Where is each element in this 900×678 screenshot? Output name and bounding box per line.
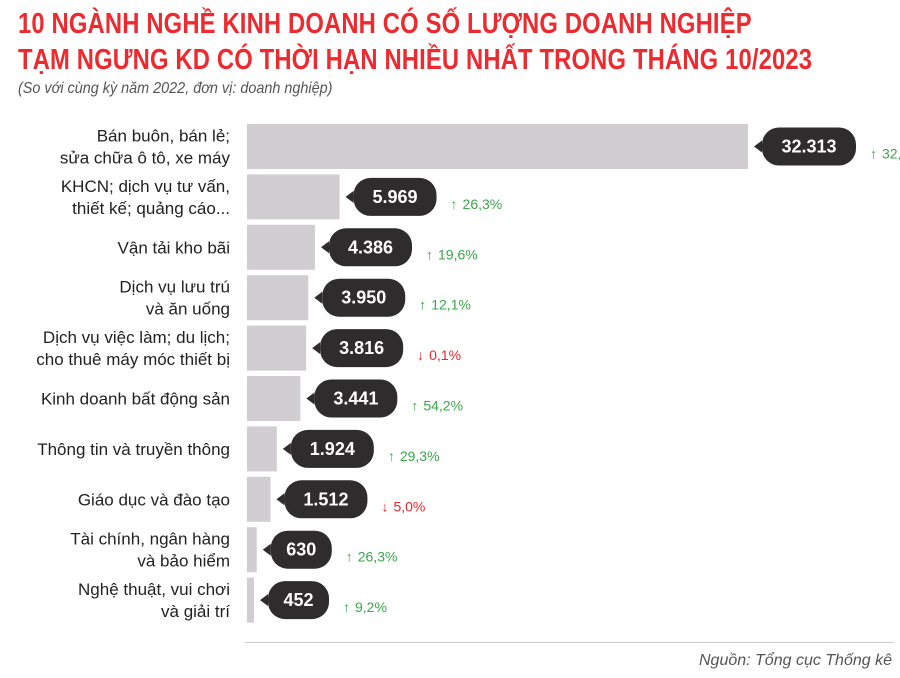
bar	[247, 426, 277, 472]
value-label: 630	[286, 540, 316, 560]
yoy-change-label: 19,6%	[438, 246, 478, 262]
value-bubble-pointer	[314, 291, 323, 304]
value-bubble	[762, 127, 856, 166]
value-bubble-pointer	[754, 140, 762, 153]
bar-chart: Bán buôn, bán lẻ; sửa chữa ô tô, xe máy 32…	[36, 124, 900, 623]
bar	[247, 577, 255, 623]
arrow-up-icon: ↑	[419, 297, 426, 313]
bar	[247, 174, 340, 220]
yoy-change-label: 12,1%	[431, 297, 471, 313]
bar	[247, 476, 271, 522]
yoy-change-label: 5,0%	[393, 498, 425, 514]
value-bubble	[329, 228, 413, 267]
yoy-change-label: 29,3%	[400, 448, 440, 464]
yoy-change-label: 26,3%	[358, 549, 398, 565]
value-bubble	[314, 379, 398, 418]
arrow-up-icon: ↑	[346, 549, 353, 565]
category-label: KHCN; dịch vụ tư vấn,	[61, 177, 230, 196]
arrow-up-icon: ↑	[388, 448, 395, 464]
value-bubble	[353, 177, 437, 216]
arrow-up-icon: ↑	[343, 599, 350, 615]
category-label: Kinh doanh bất động sản	[41, 390, 230, 409]
bar	[247, 224, 316, 270]
category-label: và ăn uống	[146, 300, 230, 319]
value-bubble-pointer	[282, 442, 291, 455]
value-bubble-pointer	[306, 392, 315, 405]
value-bubble	[320, 329, 404, 368]
yoy-change-label: 9,2%	[355, 599, 387, 615]
arrow-up-icon: ↑	[870, 146, 877, 162]
category-label: sửa chữa ô tô, xe máy	[60, 149, 231, 168]
category-label: Giáo dục và đào tạo	[78, 490, 230, 509]
category-label: Dịch vụ lưu trú	[119, 278, 230, 297]
bar	[247, 275, 309, 321]
value-bubble	[322, 278, 406, 317]
bar	[247, 376, 301, 421]
category-label: cho thuê máy móc thiết bị	[36, 350, 230, 369]
arrow-up-icon: ↑	[411, 398, 418, 414]
category-label: và giải trí	[161, 602, 230, 621]
value-bubble	[268, 581, 330, 620]
chart-title-line-1: 10 NGÀNH NGHỀ KINH DOANH CÓ SỐ LƯỢNG DOA…	[18, 8, 752, 40]
footer-divider	[245, 642, 894, 643]
value-label: 1.924	[310, 439, 355, 459]
value-bubble-pointer	[321, 241, 330, 254]
value-label: 452	[283, 590, 313, 610]
value-bubble	[270, 530, 332, 569]
value-bubble	[284, 480, 368, 519]
yoy-change-label: 0,1%	[429, 347, 461, 363]
value-bubble-pointer	[345, 190, 354, 203]
value-label: 32.313	[781, 137, 836, 157]
chart-title-line-2: TẠM NGƯNG KD CÓ THỜI HẠN NHIỀU NHẤT TRON…	[18, 44, 813, 76]
category-label: Bán buôn, bán lẻ;	[97, 127, 230, 146]
value-bubble-pointer	[312, 342, 321, 355]
category-label: và bảo hiểm	[137, 552, 230, 571]
yoy-change-label: 32,9%	[882, 146, 900, 162]
bar	[247, 527, 257, 573]
arrow-down-icon: ↓	[381, 498, 388, 514]
bar	[247, 325, 307, 371]
value-label: 3.816	[339, 338, 384, 358]
value-bubble	[290, 429, 374, 468]
value-bubble-pointer	[276, 493, 285, 506]
arrow-down-icon: ↓	[417, 347, 424, 363]
category-label: Tài chính, ngân hàng	[70, 530, 230, 549]
arrow-up-icon: ↑	[426, 246, 433, 262]
value-bubble-pointer	[262, 543, 271, 556]
value-label: 5.969	[373, 187, 418, 207]
value-bubble-pointer	[260, 594, 269, 607]
value-label: 4.386	[348, 237, 393, 257]
value-label: 3.950	[341, 288, 386, 308]
chart-subtitle: (So với cùng kỳ năm 2022, đơn vị: doanh …	[18, 80, 333, 97]
value-label: 3.441	[333, 389, 378, 409]
category-label: Thông tin và truyền thông	[37, 440, 230, 459]
bar	[247, 124, 748, 169]
category-label: thiết kế; quảng cáo...	[72, 199, 230, 218]
category-label: Dịch vụ việc làm; du lịch;	[43, 328, 230, 347]
yoy-change-label: 26,3%	[463, 196, 503, 212]
yoy-change-label: 54,2%	[423, 398, 463, 414]
source-note: Nguồn: Tổng cục Thống kê	[698, 652, 892, 669]
arrow-up-icon: ↑	[451, 196, 458, 212]
category-label: Vận tải kho bãi	[118, 238, 230, 257]
value-label: 1.512	[303, 489, 348, 509]
category-label: Nghệ thuật, vui chơi	[78, 580, 230, 599]
